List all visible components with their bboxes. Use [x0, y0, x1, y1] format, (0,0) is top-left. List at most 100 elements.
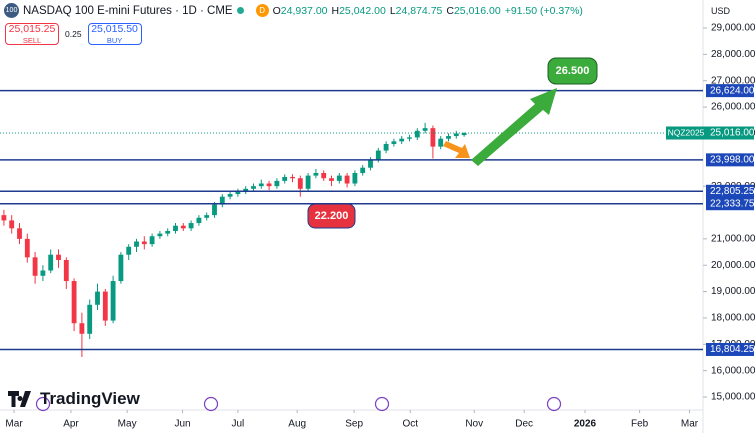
buy-button[interactable]: 25,015.50 BUY [87, 23, 142, 45]
candle-body [227, 194, 233, 197]
candle-body [102, 291, 108, 321]
header: 100 NASDAQ 100 E-mini Futures · 1D · CME… [4, 3, 583, 18]
candle-body [266, 183, 272, 187]
candle-body [422, 128, 428, 131]
candle-body [258, 183, 264, 187]
x-tick-label: Oct [402, 419, 418, 430]
ohlc-value: 24,937.00 [280, 4, 328, 17]
y-tick-label: 21,000.00 [711, 234, 756, 245]
candle-body [375, 150, 381, 160]
candle-body [126, 246, 132, 255]
candle-body [48, 254, 54, 271]
level-tag-text: 22,333.75 [710, 198, 755, 209]
candle-body [134, 241, 139, 247]
symbol-icon: 100 [4, 3, 19, 18]
candle-body [360, 167, 366, 173]
candle-body [157, 233, 163, 237]
candle-body [118, 254, 124, 282]
y-tick-label: 20,000.00 [711, 260, 756, 271]
price-tag [706, 126, 754, 140]
candle-body [188, 223, 194, 229]
candle-body [32, 257, 38, 276]
status-dot [236, 7, 244, 14]
trade-panel: 25,015.25 SELL 0.25 25,015.50 BUY [5, 23, 142, 45]
candle-body [344, 175, 350, 184]
candle-body [95, 291, 100, 305]
candle-body [235, 191, 241, 195]
symbol-tag-text: NQZ2025 [668, 127, 705, 137]
buy-price: 25,015.50 [91, 23, 138, 35]
ohlc-value: 25,016.00 [453, 4, 501, 17]
candle-body [17, 228, 22, 239]
candle-body [40, 270, 46, 276]
candle-body [196, 217, 202, 224]
candle-body [79, 323, 85, 334]
x-tick-label: Jul [232, 419, 245, 430]
candle-body [438, 138, 444, 147]
candle-body [173, 225, 178, 231]
ohlc: O24,937.00 H25,042.00 L24,874.75 C25,016.00… [273, 5, 583, 17]
level-tag-text: 23,998.00 [710, 154, 755, 165]
sell-label: SELL [22, 36, 42, 45]
ohlc-value: 25,042.00 [339, 4, 386, 17]
candle-body [430, 128, 436, 147]
level-tag-text: 22,805.25 [710, 186, 755, 197]
ohlc-change: +91.50 (+0.37%) [504, 4, 583, 17]
callout-text: 22.200 [315, 210, 349, 222]
y-tick-label: 19,000.00 [711, 286, 756, 297]
y-tick-label: 16,000.00 [711, 365, 756, 376]
ohlc-key: O [272, 4, 281, 17]
candle-body [219, 196, 225, 205]
x-tick-label: Sep [345, 419, 363, 430]
x-tick-label: Dec [515, 419, 533, 430]
candle-body [56, 254, 61, 260]
candle-body [391, 141, 397, 144]
x-tick-label: 2026 [574, 419, 597, 430]
symbol-title: NASDAQ 100 E-mini Futures · 1D · CME [23, 4, 233, 17]
arrow [443, 141, 470, 158]
arrow [471, 88, 557, 166]
brand: TradingView [8, 389, 140, 409]
currency: USD [711, 6, 731, 16]
candle-body [305, 175, 311, 189]
candle-body [321, 172, 327, 179]
candle-body [352, 172, 358, 184]
candle-body [407, 137, 412, 139]
level-tag [706, 84, 754, 98]
x-tick-label: Jun [174, 419, 190, 430]
candle-body [24, 238, 30, 258]
plot [0, 89, 703, 357]
brand-name: TradingView [40, 389, 140, 408]
candle-body [329, 178, 334, 181]
callout [307, 203, 356, 229]
x-tick-label: Mar [681, 419, 699, 430]
candle-body [282, 176, 288, 181]
candle-body [87, 304, 93, 334]
candle-body [368, 159, 373, 168]
level-tag-text: 16,804.25 [710, 344, 755, 355]
event-icons [35, 396, 562, 412]
brand-logo [8, 391, 31, 407]
y-tick-label: 18,000.00 [711, 313, 756, 324]
level-tag [706, 184, 754, 198]
candle-body [212, 204, 217, 216]
spread: 0.25 [65, 29, 82, 39]
candle-body [383, 143, 389, 151]
sell-button[interactable]: 25,015.25 SELL [5, 23, 59, 45]
candle-body [453, 133, 459, 137]
candle-body [180, 225, 186, 229]
candle-body [336, 175, 342, 181]
y-tick-label: 26,000.00 [711, 102, 756, 113]
x-tick-label: Aug [288, 419, 306, 430]
x-tick-label: Mar [5, 419, 23, 430]
symbol-tag [666, 126, 706, 140]
ohlc-key: H [331, 4, 340, 17]
candle-body [71, 281, 77, 324]
candle-body [399, 138, 405, 142]
x-tick-label: Apr [63, 419, 79, 430]
candle-body [290, 176, 295, 179]
ohlc-key: L [389, 4, 396, 17]
ohlc-key: C [446, 4, 454, 17]
candle-body [1, 215, 7, 221]
